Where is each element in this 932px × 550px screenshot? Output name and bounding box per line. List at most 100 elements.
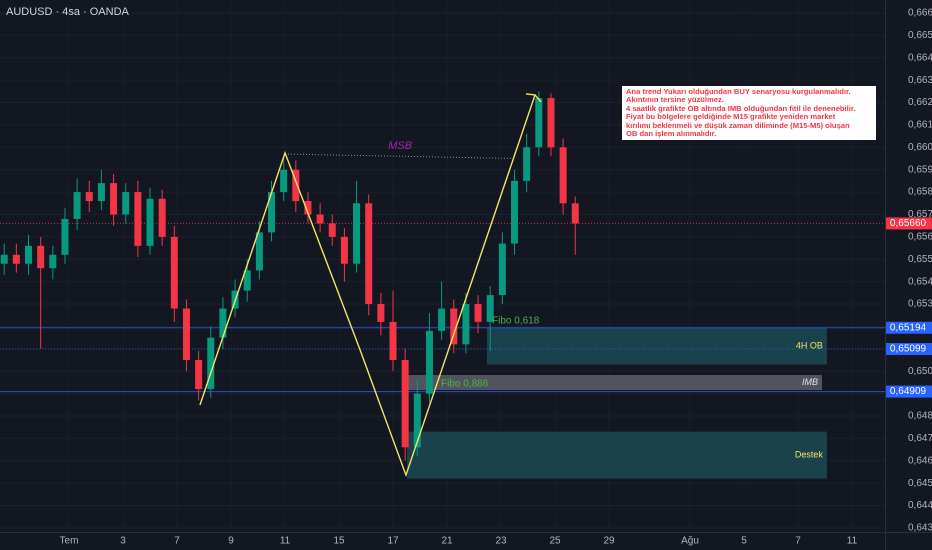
candle-body bbox=[146, 198, 154, 246]
candle-body bbox=[255, 232, 263, 271]
price-badge bbox=[886, 217, 932, 230]
candle-body bbox=[377, 304, 385, 322]
candle-body bbox=[389, 321, 397, 360]
candle-body bbox=[511, 180, 519, 244]
candle-body bbox=[535, 98, 543, 148]
price-badge-label: 0,65194 bbox=[890, 322, 927, 333]
y-tick-label: 0,65300 bbox=[908, 299, 932, 310]
candle-body bbox=[0, 254, 8, 264]
x-tick-label: 11 bbox=[847, 536, 858, 547]
candle-body bbox=[134, 192, 142, 246]
candle-body bbox=[425, 330, 433, 394]
candle-body bbox=[365, 203, 373, 305]
candle-body bbox=[182, 308, 190, 360]
annotation-line: kırılımı beklenmeli ve düşük zaman dilim… bbox=[626, 120, 850, 130]
candle-body bbox=[243, 270, 251, 291]
price-badge-label: 0,64909 bbox=[890, 386, 927, 397]
candle-body bbox=[73, 192, 81, 219]
y-tick-label: 0,65900 bbox=[908, 164, 932, 175]
price-badge bbox=[886, 321, 932, 334]
x-tick-label: 7 bbox=[795, 536, 801, 547]
candle-body bbox=[12, 254, 20, 264]
time-axis-border bbox=[0, 532, 932, 533]
x-tick-label: Ağu bbox=[681, 536, 699, 547]
msb-label: MSB bbox=[388, 140, 412, 152]
y-tick-label: 0,65400 bbox=[908, 276, 932, 287]
candle-body bbox=[571, 203, 579, 224]
y-tick-label: 0,66500 bbox=[908, 30, 932, 41]
y-tick-label: 0,64800 bbox=[908, 411, 932, 422]
x-tick-label: 5 bbox=[741, 536, 747, 547]
candle-body bbox=[559, 147, 567, 204]
y-tick-label: 0,64500 bbox=[908, 478, 932, 489]
candle-body bbox=[498, 243, 506, 296]
candle-body bbox=[486, 295, 494, 322]
candle-body bbox=[49, 254, 57, 269]
candle-body bbox=[304, 201, 312, 215]
candle-body bbox=[547, 98, 555, 148]
annotation-line: OB dan işlem alınmalıdır. bbox=[626, 129, 717, 139]
annotation-line: Fiyat bu bölgelere geldiğinde M15 grafik… bbox=[626, 112, 836, 122]
y-tick-label: 0,66300 bbox=[908, 75, 932, 86]
x-tick-label: 25 bbox=[549, 536, 561, 547]
candle-body bbox=[413, 393, 421, 448]
price-badge bbox=[886, 343, 932, 356]
candle-body bbox=[25, 245, 33, 264]
zigzag bbox=[199, 94, 536, 478]
price-badge bbox=[886, 385, 932, 398]
y-tick-label: 0,64400 bbox=[908, 500, 932, 511]
candle-body bbox=[219, 308, 227, 338]
x-tick-label: 11 bbox=[280, 536, 291, 547]
y-tick-label: 0,65700 bbox=[908, 209, 932, 220]
annotation-line: 4 saatlik grafikte OB altında IMB olduğu… bbox=[626, 103, 856, 113]
candle-body bbox=[170, 236, 178, 309]
candle-body bbox=[268, 192, 276, 233]
candle-body bbox=[158, 198, 166, 237]
y-tick-label: 0,66600 bbox=[908, 8, 932, 19]
x-tick-label: 7 bbox=[174, 536, 180, 547]
candle-body bbox=[450, 308, 458, 345]
msb-line bbox=[285, 153, 516, 160]
candle-body bbox=[122, 192, 130, 215]
candle-body bbox=[462, 304, 470, 345]
x-tick-label: 21 bbox=[441, 536, 453, 547]
y-tick-label: 0,65800 bbox=[908, 187, 932, 198]
fibo-label: Fibo 0,886 bbox=[441, 379, 489, 390]
x-tick-label: 23 bbox=[495, 536, 507, 547]
annotation-box: Ana trend Yukarı olduğundan BUY senaryos… bbox=[622, 86, 876, 141]
y-tick-label: 0,66400 bbox=[908, 52, 932, 63]
price-badge-label: 0,65660 bbox=[890, 218, 927, 229]
price-badge-label: 0,65099 bbox=[890, 344, 927, 355]
candle-body bbox=[37, 245, 45, 269]
x-tick-label: 15 bbox=[333, 536, 345, 547]
zone-label: Destek bbox=[795, 450, 824, 460]
y-tick-label: 0,65000 bbox=[908, 366, 932, 377]
candle-body bbox=[280, 169, 288, 193]
zone-label: IMB bbox=[802, 377, 818, 387]
y-tick-label: 0,65500 bbox=[908, 254, 932, 265]
x-tick-label: Tem bbox=[60, 536, 79, 547]
zone-label: 4H OB bbox=[796, 340, 823, 350]
candle-body bbox=[438, 308, 446, 331]
y-tick-label: 0,66100 bbox=[908, 120, 932, 131]
candle-body bbox=[340, 236, 348, 264]
candle-body bbox=[207, 337, 215, 390]
candle-body bbox=[523, 147, 531, 181]
candle-body bbox=[353, 203, 361, 264]
candle-body bbox=[97, 183, 105, 202]
zone bbox=[407, 431, 827, 479]
y-tick-label: 0,66000 bbox=[908, 142, 932, 153]
candle-body bbox=[110, 183, 118, 215]
candle-body bbox=[85, 192, 93, 202]
candle-body bbox=[292, 169, 300, 202]
x-tick-label: 9 bbox=[228, 536, 234, 547]
fibo-label: Fibo 0,618 bbox=[492, 316, 540, 327]
x-tick-label: 3 bbox=[120, 536, 126, 547]
candle-body bbox=[474, 304, 482, 322]
zone bbox=[407, 375, 823, 390]
zone bbox=[486, 327, 827, 365]
price-axis-border bbox=[885, 0, 886, 550]
annotation-line: Akıntının tersine yüzülmez. bbox=[626, 95, 724, 105]
chart-title: AUDUSD · 4sa · OANDA bbox=[6, 6, 129, 18]
